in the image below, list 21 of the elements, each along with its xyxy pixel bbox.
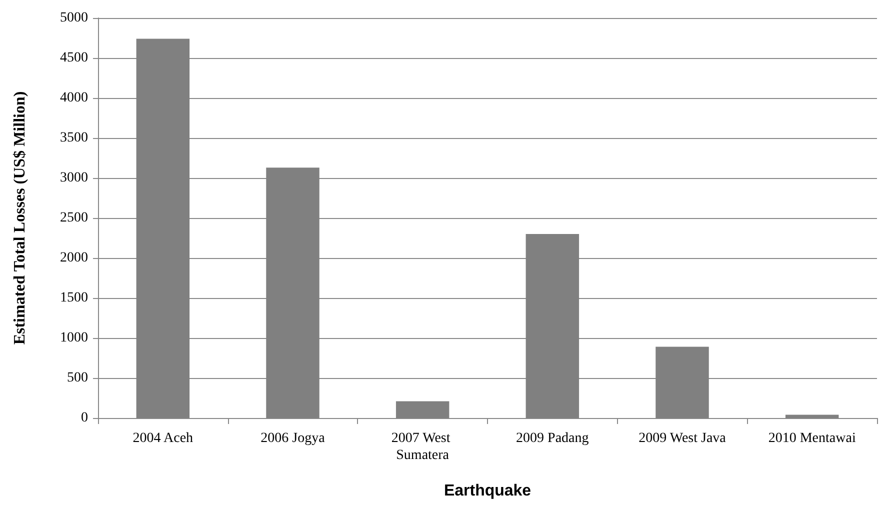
bar (396, 401, 450, 418)
y-tick-label: 3000 (60, 170, 88, 186)
y-tick-label: 500 (67, 370, 88, 386)
x-tick-label: 2004 Aceh (132, 431, 194, 446)
y-tick-label: 2000 (60, 250, 88, 266)
y-tick-label: 4500 (60, 50, 88, 66)
y-tick-label: 4000 (60, 90, 88, 106)
y-tick-label: 0 (81, 410, 88, 426)
y-tick-label: 2500 (60, 210, 88, 226)
y-tick-label: 1000 (60, 330, 88, 346)
x-tick-label: 2009 Padang (516, 431, 589, 446)
x-axis-title: Earthquake (444, 482, 532, 500)
y-tick-label: 5000 (60, 10, 88, 26)
bar (785, 414, 839, 418)
y-tick-label: 3500 (60, 130, 88, 146)
x-tick-label: 2010 Mentawai (768, 431, 856, 446)
y-tick-label: 1500 (60, 290, 88, 306)
x-tick-label: 2006 Jogya (260, 431, 326, 446)
x-tick-label: 2009 West Java (638, 431, 727, 446)
x-tick-label: 2007 West Sumatera (391, 431, 454, 463)
y-axis-title: Estimated Total Losses (US$ Million) (12, 91, 28, 345)
